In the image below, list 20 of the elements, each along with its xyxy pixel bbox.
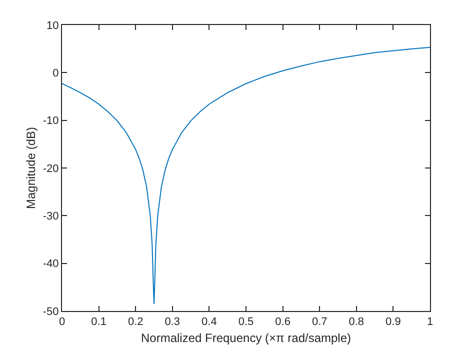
x-tick-label: 1 (426, 316, 434, 328)
y-tick-label: -20 (42, 162, 59, 175)
x-tick-label: 0.5 (238, 316, 254, 328)
x-tick-label: 0.4 (202, 316, 217, 328)
y-tick-label: -50 (42, 306, 59, 318)
x-tick-label: 0.6 (275, 316, 290, 328)
y-tick-label: 10 (46, 20, 59, 32)
x-tick-label: 0.9 (386, 316, 401, 328)
y-axis-title: Magnitude (dB) (24, 126, 38, 210)
x-tick-label: 0.2 (128, 316, 144, 328)
y-tick-label: -40 (42, 258, 59, 270)
y-tick-label: -10 (42, 115, 59, 128)
y-tick-label: 0 (52, 68, 59, 80)
y-tick-label: -30 (42, 210, 59, 223)
line-series (62, 46, 430, 304)
x-tick-label: 0.3 (164, 316, 180, 328)
x-tick-label: 0.7 (312, 316, 328, 328)
x-tick-label: 0.1 (91, 316, 106, 328)
x-tick-label: 0.8 (348, 316, 364, 328)
x-axis-title: Normalized Frequency (×π rad/sample) (140, 331, 352, 346)
